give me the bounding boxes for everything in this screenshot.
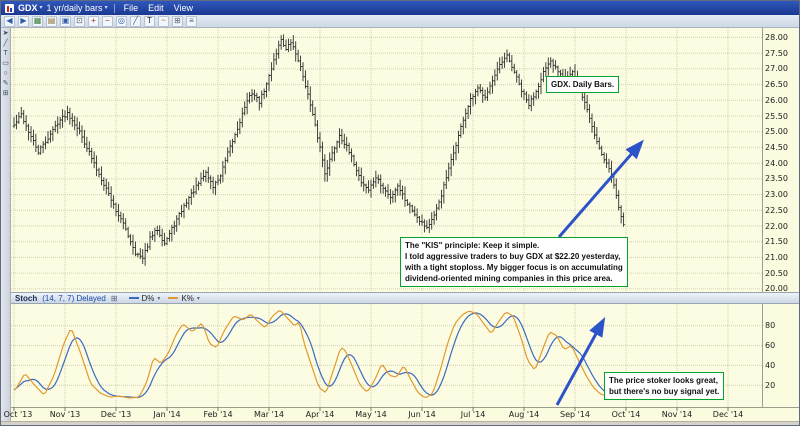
legend-color-swatch bbox=[168, 297, 179, 299]
menu-file[interactable]: File bbox=[123, 3, 139, 13]
text-tool-icon[interactable]: T bbox=[144, 15, 155, 27]
annotation-kis-note[interactable]: The "KIS" principle: Keep it simple. I t… bbox=[400, 237, 628, 287]
menu-edit[interactable]: Edit bbox=[148, 3, 164, 13]
legend-item-k[interactable]: K% ▾ bbox=[168, 293, 200, 303]
annotation-text: GDX. Daily Bars. bbox=[551, 80, 615, 89]
annotation-text-line: dividend-oriented mining companies in th… bbox=[405, 274, 613, 283]
app-icon bbox=[5, 3, 14, 13]
print-icon[interactable]: ⊡ bbox=[74, 15, 85, 27]
symbol-dropdown[interactable]: GDX ▾ bbox=[18, 3, 43, 13]
annotation-text-line: I told aggressive traders to buy GDX at … bbox=[405, 252, 621, 261]
zoom-out-icon[interactable]: − bbox=[102, 15, 113, 27]
timeframe-dropdown[interactable]: 1 yr/daily bars ▾ bbox=[47, 3, 108, 13]
title-bar: GDX ▾ 1 yr/daily bars ▾ File Edit View bbox=[1, 1, 799, 15]
date-axis[interactable] bbox=[11, 407, 799, 421]
annotation-text-line: The "KIS" principle: Keep it simple. bbox=[405, 241, 540, 250]
price-axis[interactable] bbox=[762, 28, 799, 292]
indicator-icon[interactable]: ~ bbox=[158, 15, 169, 27]
annotation-stoch-note[interactable]: The price stoker looks great, but there'… bbox=[604, 372, 725, 400]
ellipse-tool-icon[interactable]: ○ bbox=[3, 70, 8, 77]
divider bbox=[113, 3, 115, 13]
grid-tool-icon[interactable]: ⊞ bbox=[2, 90, 9, 97]
annotation-text-line: with a tight stoploss. My bigger focus i… bbox=[405, 263, 623, 272]
indicator-params[interactable]: (14, 7, 7) Delayed bbox=[42, 293, 106, 303]
toolbar-icons: ◀ ▶ ▦ ▤ ▣ ⊡ + − ◎ ╱ T ~ ⊞ ≡ bbox=[4, 15, 197, 27]
legend-label: D% bbox=[141, 293, 155, 303]
menu-view[interactable]: View bbox=[173, 3, 193, 13]
nav-back-icon[interactable]: ◀ bbox=[4, 15, 15, 27]
nav-forward-icon[interactable]: ▶ bbox=[18, 15, 29, 27]
indicator-header: Stoch (14, 7, 7) Delayed ⊞ D% ▾ K% ▾ bbox=[11, 292, 799, 304]
window-bottom-edge bbox=[1, 421, 799, 425]
open-layout-icon[interactable]: ▤ bbox=[46, 15, 57, 27]
zoom-in-icon[interactable]: + bbox=[88, 15, 99, 27]
legend-item-d[interactable]: D% ▾ bbox=[128, 293, 161, 303]
legend-label: K% bbox=[181, 293, 194, 303]
draw-tool-icon[interactable]: ✎ bbox=[2, 80, 9, 87]
annotation-text-line: but there's no buy signal yet. bbox=[609, 387, 720, 396]
symbol-label: GDX bbox=[18, 3, 38, 13]
annotation-text-line: The price stoker looks great, bbox=[609, 376, 718, 385]
indicator-legend: D% ▾ K% ▾ bbox=[128, 293, 200, 303]
trendline-tool-icon[interactable]: ╱ bbox=[3, 40, 8, 47]
box-tool-icon[interactable]: ▭ bbox=[2, 60, 9, 67]
indicator-name[interactable]: Stoch bbox=[15, 293, 38, 303]
new-chart-icon[interactable]: ▦ bbox=[32, 15, 43, 27]
toolbar: ◀ ▶ ▦ ▤ ▣ ⊡ + − ◎ ╱ T ~ ⊞ ≡ bbox=[1, 15, 799, 28]
chevron-down-icon: ▾ bbox=[39, 5, 43, 11]
menu-more-icon[interactable]: ≡ bbox=[186, 15, 197, 27]
trendline-tool-icon[interactable]: ╱ bbox=[130, 15, 141, 27]
timeframe-label: 1 yr/daily bars bbox=[46, 3, 103, 13]
stoch-up-arrow[interactable] bbox=[551, 313, 611, 409]
expand-icon[interactable]: ⊞ bbox=[110, 293, 118, 303]
grid-toggle-icon[interactable]: ⊞ bbox=[172, 15, 183, 27]
pointer-tool-icon[interactable]: ➤ bbox=[2, 30, 9, 37]
stoch-axis[interactable] bbox=[762, 304, 799, 407]
chevron-down-icon: ▾ bbox=[157, 295, 161, 302]
chevron-down-icon: ▾ bbox=[104, 5, 108, 11]
crosshair-icon[interactable]: ◎ bbox=[116, 15, 127, 27]
price-up-arrow[interactable] bbox=[553, 133, 653, 243]
save-layout-icon[interactable]: ▣ bbox=[60, 15, 71, 27]
annotation-daily-bars[interactable]: GDX. Daily Bars. bbox=[546, 76, 620, 93]
text-note-tool-icon[interactable]: T bbox=[3, 50, 8, 57]
left-tool-strip: ➤ ╱ T ▭ ○ ✎ ⊞ bbox=[1, 28, 11, 421]
chevron-down-icon: ▾ bbox=[196, 295, 200, 302]
legend-color-swatch bbox=[128, 297, 139, 299]
